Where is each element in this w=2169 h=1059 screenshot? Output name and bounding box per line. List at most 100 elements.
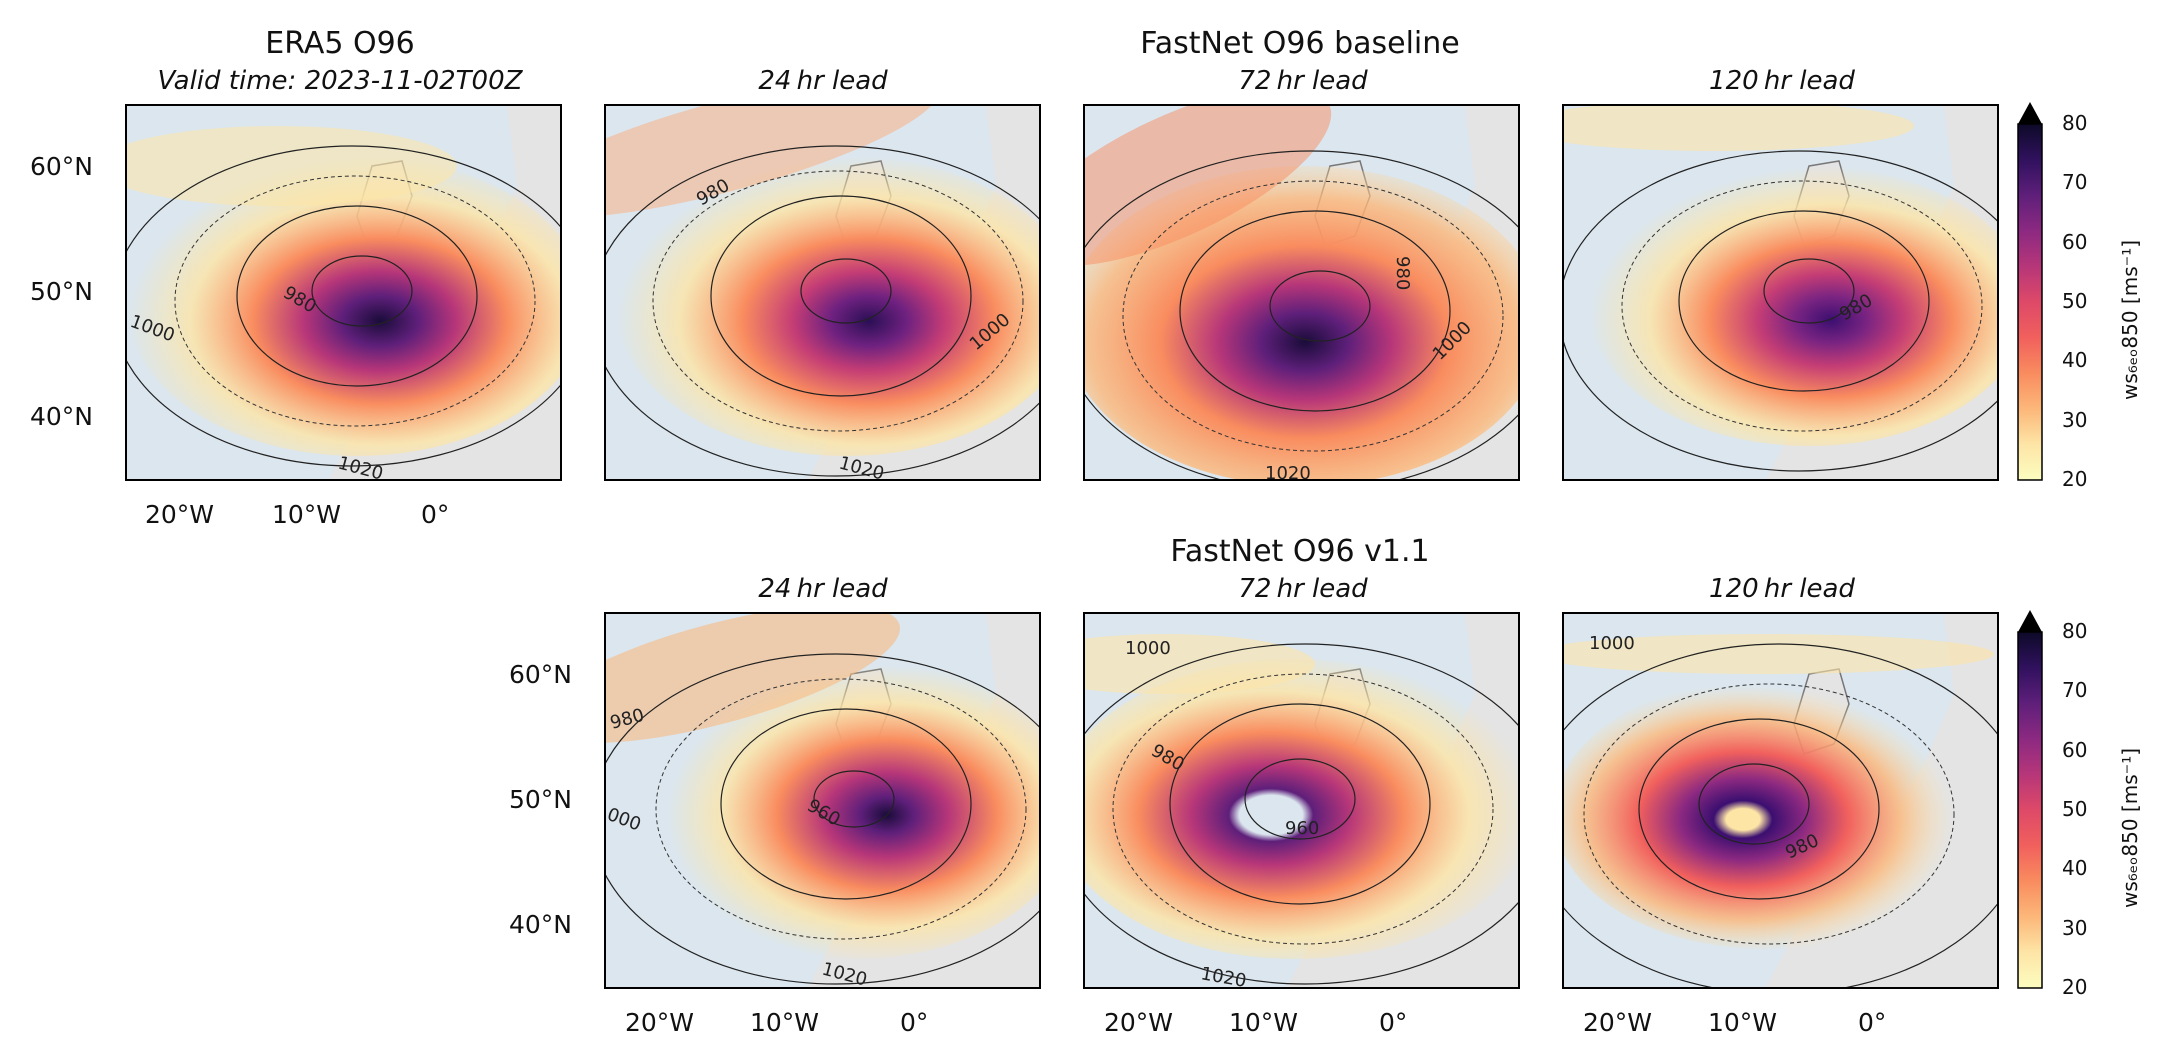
baseline-24h-lead: 24 hr lead <box>758 66 888 96</box>
wind-band-north <box>127 126 457 206</box>
isobar-960 <box>1269 270 1371 342</box>
label-1000: 1000 <box>1125 638 1171 659</box>
isobar-1000 <box>1564 643 1997 987</box>
colorbar-top-extend-arrow <box>2018 102 2042 124</box>
lon-tick-20w-v11-120: 20°W <box>1583 1008 1653 1037</box>
wind-band-north <box>1564 634 1994 674</box>
lat-tick-50-v11: 50°N <box>509 785 573 814</box>
map-baseline-24h-canvas: 980 1000 1020 <box>606 106 1039 479</box>
isobar-1000 <box>127 145 560 467</box>
lon-tick-0-v11-72: 0° <box>1379 1008 1408 1037</box>
isobar-960 <box>800 258 892 324</box>
cbar1-tick-80: 80 <box>2062 111 2088 135</box>
wind-band <box>1085 659 1518 959</box>
cbar1-tick-40: 40 <box>2062 348 2088 372</box>
label-1020: 1020 <box>1265 463 1311 481</box>
isobar-960 <box>1244 758 1356 840</box>
lon-tick-0-v11-24: 0° <box>900 1008 929 1037</box>
isobar-1000 <box>1564 150 1997 472</box>
v11-72h-lead: 72 hr lead <box>1238 574 1368 604</box>
era5-valid-time: Valid time: 2023-11-02T00Z <box>157 66 523 96</box>
isobar-dashed <box>174 175 536 427</box>
wind-band <box>636 659 1039 959</box>
map-baseline-120h: 980 <box>1562 104 1999 481</box>
cbar1-tick-30: 30 <box>2062 408 2088 432</box>
wind-band <box>127 156 560 456</box>
baseline-title: FastNet O96 baseline <box>1140 26 1460 61</box>
v11-24h-lead: 24 hr lead <box>758 574 888 604</box>
isobar-dashed <box>1621 180 1983 432</box>
isobar-960 <box>1698 763 1810 845</box>
label-1020: 1020 <box>1199 963 1248 989</box>
isobar-dashed <box>655 678 1027 940</box>
v11-title: FastNet O96 v1.1 <box>1170 534 1430 569</box>
lon-tick-20w-era5: 20°W <box>145 500 215 529</box>
lat-tick-60-v11: 60°N <box>509 660 573 689</box>
isobar-980 <box>236 205 478 387</box>
cbar1-tick-50: 50 <box>2062 289 2088 313</box>
colorbar-bottom <box>2017 610 2043 989</box>
cbar1-tick-70: 70 <box>2062 170 2088 194</box>
label-980: 980 <box>1392 256 1413 290</box>
isobar-dashed <box>1112 673 1494 945</box>
label-960: 960 <box>1285 818 1319 839</box>
map-v11-72h: 1000 980 960 1020 <box>1083 612 1520 989</box>
isobar-980 <box>720 708 972 900</box>
cbar2-tick-20: 20 <box>2062 975 2088 999</box>
lon-tick-20w-v11-72: 20°W <box>1104 1008 1174 1037</box>
isobar-1000 <box>1085 643 1518 985</box>
cbar1-tick-20: 20 <box>2062 467 2088 491</box>
isobar-dashed <box>652 170 1024 432</box>
map-era5-canvas: 980 1000 1020 <box>127 106 560 479</box>
wind-band <box>1085 166 1518 479</box>
isobar-980 <box>1179 210 1451 412</box>
lat-tick-40-era5: 40°N <box>30 402 94 431</box>
cbar2-tick-70: 70 <box>2062 678 2088 702</box>
cbar2-tick-30: 30 <box>2062 916 2088 940</box>
wind-band-north <box>606 106 939 218</box>
lon-tick-10w-v11-24: 10°W <box>750 1008 820 1037</box>
wind-band-north <box>1085 106 1332 267</box>
colorbar-bottom-gradient <box>2017 631 2043 989</box>
isobar-980 <box>710 195 972 397</box>
isobar-980 <box>1638 718 1880 900</box>
wind-band-north <box>1564 106 1914 151</box>
map-v11-72h-canvas: 1000 980 960 1020 <box>1085 614 1518 989</box>
map-baseline-72h: 980 1000 1020 <box>1083 104 1520 481</box>
cbar2-tick-60: 60 <box>2062 738 2088 762</box>
cbar1-tick-60: 60 <box>2062 230 2088 254</box>
map-baseline-72h-canvas: 980 1000 1020 <box>1085 106 1518 481</box>
lon-tick-0-v11-120: 0° <box>1858 1008 1887 1037</box>
cbar1-label: ws₆ₑₒ850 [ms⁻¹] <box>2118 239 2142 400</box>
wind-band-north <box>606 614 900 743</box>
cbar2-tick-80: 80 <box>2062 619 2088 643</box>
map-v11-120h-canvas: 1000 980 <box>1564 614 1997 987</box>
map-v11-24h-canvas: 980 960 000 1020 <box>606 614 1039 987</box>
isobar-960 <box>813 770 895 828</box>
isobar-dashed <box>1583 683 1955 945</box>
era5-title: ERA5 O96 <box>265 26 415 61</box>
wind-band <box>1589 166 1997 446</box>
cbar2-tick-40: 40 <box>2062 856 2088 880</box>
baseline-120h-lead: 120 hr lead <box>1709 66 1855 96</box>
isobar-1000 <box>606 145 1039 477</box>
lon-tick-10w-v11-72: 10°W <box>1229 1008 1299 1037</box>
isobar-960 <box>1763 258 1855 324</box>
lon-tick-0-era5: 0° <box>421 500 450 529</box>
map-v11-24h: 980 960 000 1020 <box>604 612 1041 989</box>
lat-tick-50-era5: 50°N <box>30 277 94 306</box>
lat-tick-60-era5: 60°N <box>30 152 94 181</box>
label-1000: 1000 <box>1589 633 1635 654</box>
wind-band <box>1564 679 1974 949</box>
lon-tick-10w-v11-120: 10°W <box>1708 1008 1778 1037</box>
lat-tick-40-v11: 40°N <box>509 910 573 939</box>
colorbar-top <box>2017 102 2043 481</box>
lon-tick-10w-era5: 10°W <box>272 500 342 529</box>
isobar-dashed <box>1122 180 1504 452</box>
map-v11-120h: 1000 980 <box>1562 612 1999 989</box>
cbar2-label: ws₆ₑₒ850 [ms⁻¹] <box>2118 747 2142 908</box>
wind-band-north <box>1085 634 1315 694</box>
lon-tick-20w-v11-24: 20°W <box>625 1008 695 1037</box>
isobar-1000 <box>606 653 1039 985</box>
isobar-1000 <box>1085 150 1518 479</box>
